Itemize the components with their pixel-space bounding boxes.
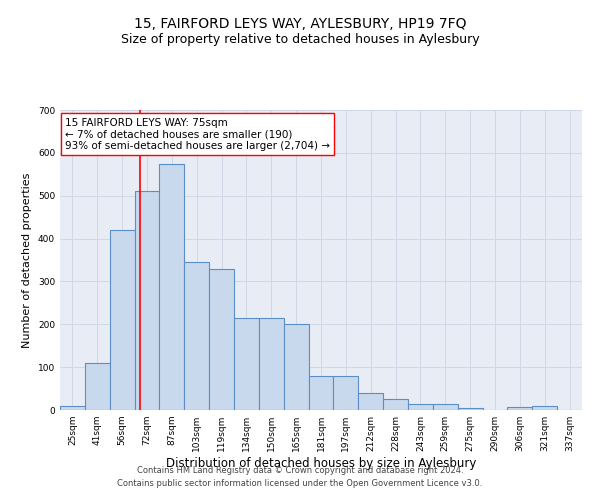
Bar xyxy=(508,406,532,410)
Bar xyxy=(134,192,160,410)
Bar xyxy=(284,324,308,410)
Bar xyxy=(85,363,110,410)
Bar xyxy=(532,406,557,410)
Text: Contains HM Land Registry data © Crown copyright and database right 2024.
Contai: Contains HM Land Registry data © Crown c… xyxy=(118,466,482,487)
Bar xyxy=(433,404,458,410)
Bar xyxy=(334,376,358,410)
Bar xyxy=(110,230,134,410)
Bar xyxy=(184,262,209,410)
Bar xyxy=(60,406,85,410)
Bar xyxy=(308,376,334,410)
Bar xyxy=(383,400,408,410)
Text: 15 FAIRFORD LEYS WAY: 75sqm
← 7% of detached houses are smaller (190)
93% of sem: 15 FAIRFORD LEYS WAY: 75sqm ← 7% of deta… xyxy=(65,118,330,150)
Bar xyxy=(408,404,433,410)
X-axis label: Distribution of detached houses by size in Aylesbury: Distribution of detached houses by size … xyxy=(166,457,476,470)
Bar xyxy=(209,268,234,410)
Bar xyxy=(234,318,259,410)
Bar xyxy=(259,318,284,410)
Bar xyxy=(458,408,482,410)
Y-axis label: Number of detached properties: Number of detached properties xyxy=(22,172,32,348)
Text: Size of property relative to detached houses in Aylesbury: Size of property relative to detached ho… xyxy=(121,32,479,46)
Bar xyxy=(160,164,184,410)
Text: 15, FAIRFORD LEYS WAY, AYLESBURY, HP19 7FQ: 15, FAIRFORD LEYS WAY, AYLESBURY, HP19 7… xyxy=(134,18,466,32)
Bar xyxy=(358,393,383,410)
